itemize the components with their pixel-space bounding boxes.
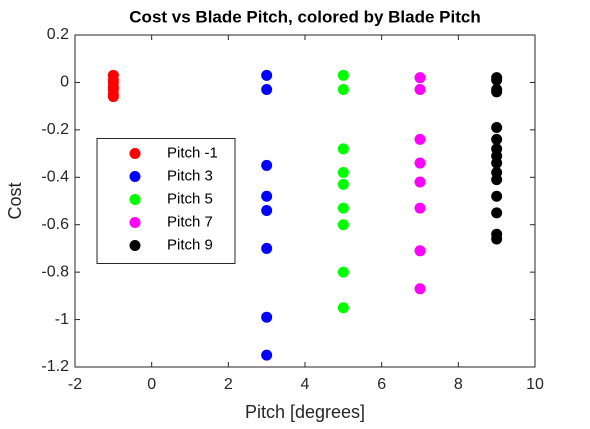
y-tick-label: 0.2: [47, 26, 69, 43]
point: [261, 242, 273, 254]
point: [337, 178, 349, 190]
legend-label: Pitch 7: [167, 213, 213, 230]
legend-label: Pitch -1: [167, 144, 218, 161]
legend-label: Pitch 9: [167, 236, 213, 253]
point: [261, 311, 273, 323]
legend-marker: [129, 171, 141, 182]
point: [414, 133, 426, 145]
point: [491, 157, 503, 169]
legend-label: Pitch 3: [167, 167, 213, 184]
legend-marker: [129, 240, 141, 251]
point: [491, 133, 503, 145]
point: [261, 349, 273, 361]
point: [261, 204, 273, 216]
point: [414, 245, 426, 257]
point: [337, 202, 349, 214]
point: [337, 219, 349, 231]
point: [414, 176, 426, 188]
point: [491, 174, 503, 186]
legend-box: [96, 138, 236, 264]
point: [414, 157, 426, 169]
y-axis-label: Cost: [5, 182, 25, 219]
legend-marker: [129, 217, 141, 228]
point: [491, 86, 503, 98]
y-tick-label: -0.6: [41, 216, 69, 233]
x-tick-label: 0: [147, 376, 156, 393]
y-tick-label: -0.4: [41, 169, 69, 186]
point: [491, 233, 503, 245]
point: [491, 74, 503, 86]
point: [337, 143, 349, 155]
point: [414, 202, 426, 214]
point: [414, 72, 426, 84]
point: [337, 266, 349, 278]
point: [414, 84, 426, 96]
point: [337, 167, 349, 179]
point: [261, 84, 273, 96]
y-tick-label: -1: [55, 311, 69, 328]
point: [491, 190, 503, 202]
point: [261, 190, 273, 202]
point: [107, 91, 119, 103]
x-tick-label: 10: [526, 376, 544, 393]
y-tick-label: -0.8: [41, 263, 69, 280]
y-tick-label: -0.2: [41, 121, 69, 138]
point: [414, 283, 426, 295]
legend-marker: [129, 194, 141, 205]
point: [261, 69, 273, 81]
x-tick-label: 6: [377, 376, 386, 393]
legend-label: Pitch 5: [167, 190, 213, 207]
point: [337, 302, 349, 314]
point: [261, 159, 273, 171]
x-tick-label: 2: [224, 376, 233, 393]
x-tick-label: 4: [301, 376, 310, 393]
x-tick-label: -2: [68, 376, 82, 393]
point: [337, 84, 349, 96]
y-tick-label: 0: [60, 74, 69, 91]
x-tick-label: 8: [454, 376, 463, 393]
chart-title: Cost vs Blade Pitch, colored by Blade Pi…: [129, 7, 480, 26]
point: [337, 69, 349, 81]
x-axis-label: Pitch [degrees]: [245, 402, 365, 422]
point: [491, 207, 503, 219]
point: [491, 121, 503, 133]
y-tick-label: -1.2: [41, 358, 69, 375]
legend-marker: [129, 148, 141, 159]
